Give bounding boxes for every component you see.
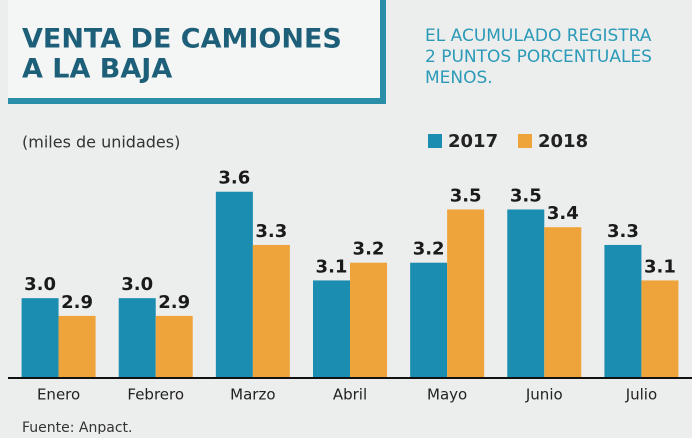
bar — [447, 209, 485, 378]
y-axis-label: (miles de unidades) — [22, 133, 180, 152]
bar — [252, 244, 290, 378]
bar — [544, 227, 582, 378]
bar — [58, 315, 96, 378]
data-label: 3.5 — [450, 185, 482, 206]
data-label: 3.0 — [24, 274, 56, 295]
x-tick-label: Marzo — [230, 386, 275, 404]
title-box — [8, 0, 385, 100]
source: Fuente: Anpact. — [22, 420, 132, 434]
subtitle: 2 PUNTOS PORCENTUALES — [425, 47, 652, 67]
bar — [313, 280, 350, 378]
data-label: 2.9 — [158, 292, 190, 313]
bar — [350, 262, 387, 378]
data-label: 3.3 — [607, 221, 639, 242]
title-box-border — [380, 0, 386, 104]
x-tick-label: Mayo — [427, 386, 467, 404]
bar — [604, 244, 642, 378]
x-tick-label: Julio — [625, 386, 657, 404]
legend-swatch — [518, 134, 532, 148]
data-label: 3.2 — [353, 239, 385, 260]
data-label: 3.4 — [547, 203, 579, 224]
data-label: 2.9 — [61, 292, 93, 313]
title-box-border — [8, 98, 386, 104]
data-label: 3.6 — [218, 168, 250, 189]
chart-title: A LA BAJA — [22, 54, 172, 85]
x-tick-label: Enero — [37, 386, 80, 404]
bar — [155, 315, 193, 378]
legend-swatch — [428, 134, 442, 148]
legend-label: 2017 — [448, 131, 498, 152]
data-label: 3.5 — [510, 185, 542, 206]
data-label: 3.1 — [644, 256, 676, 277]
bar — [21, 298, 59, 378]
bar — [410, 262, 448, 378]
bar — [118, 298, 156, 378]
chart-title: VENTA DE CAMIONES — [22, 24, 342, 55]
x-tick-label: Junio — [525, 386, 563, 404]
x-tick-label: Febrero — [127, 386, 184, 404]
bar — [641, 280, 679, 378]
subtitle: EL ACUMULADO REGISTRA — [425, 26, 652, 46]
data-label: 3.3 — [255, 221, 287, 242]
bar — [507, 209, 545, 378]
data-label: 3.1 — [316, 256, 348, 277]
data-label: 3.0 — [121, 274, 153, 295]
legend-label: 2018 — [538, 131, 588, 152]
x-tick-label: Abril — [333, 386, 367, 404]
subtitle: MENOS. — [425, 68, 493, 88]
bar — [215, 191, 253, 378]
data-label: 3.2 — [413, 239, 445, 260]
